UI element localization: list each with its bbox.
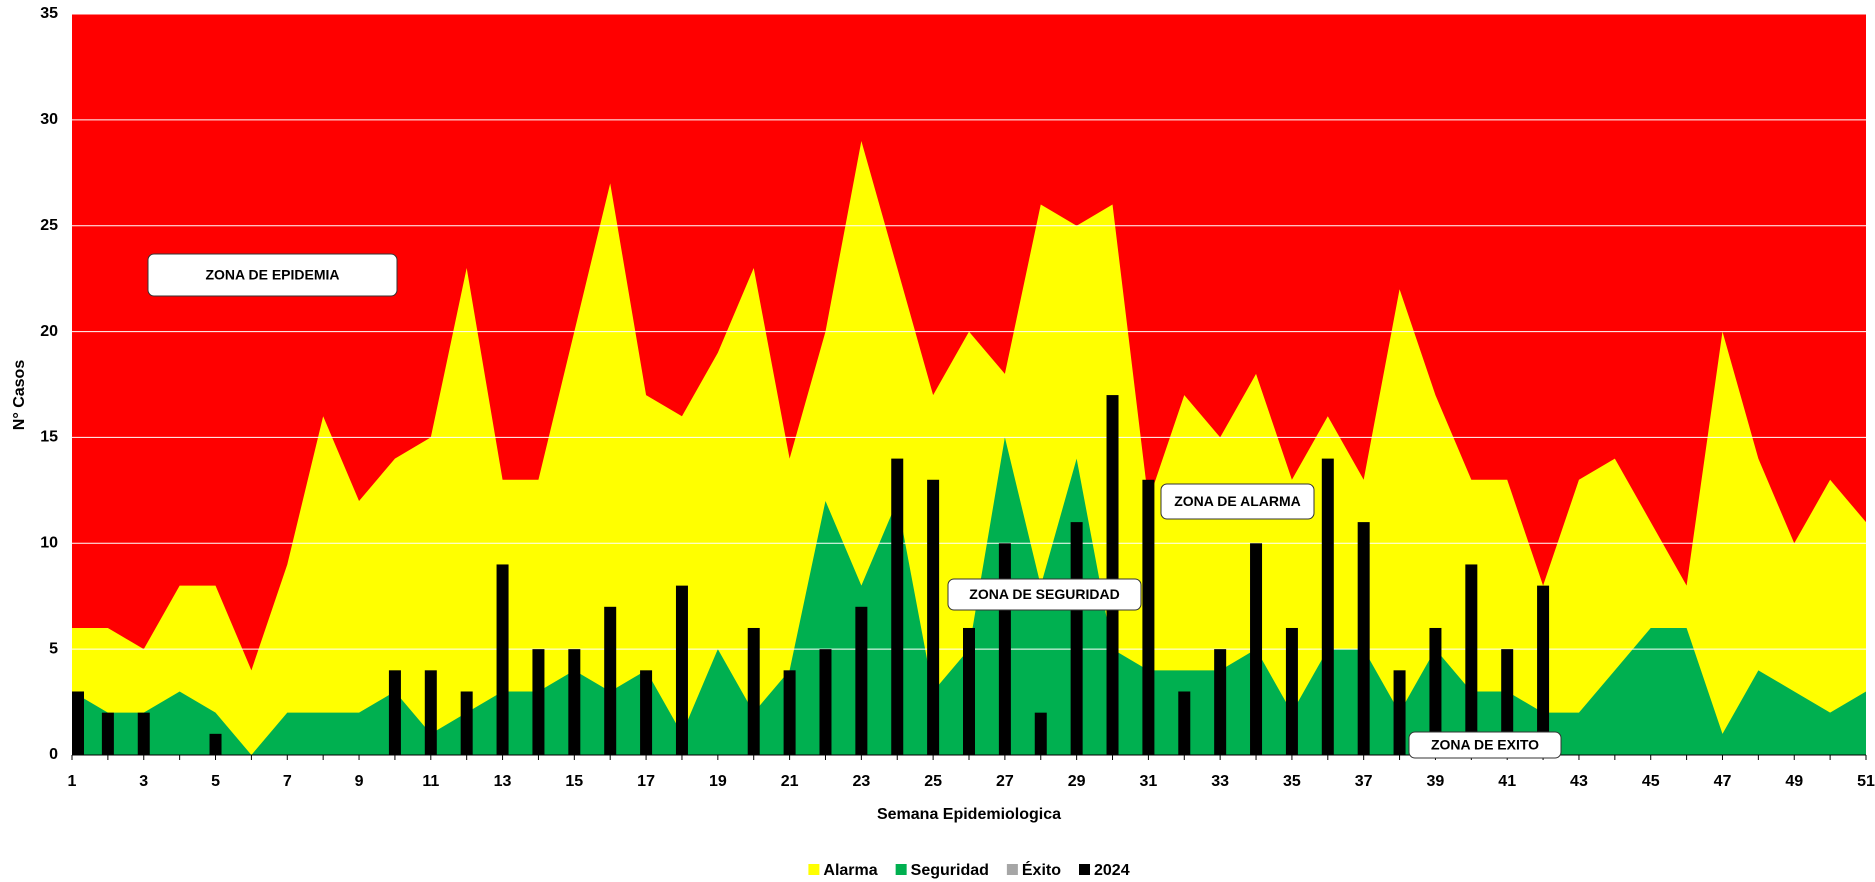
x-tick-label: 43 <box>1570 773 1588 790</box>
y-tick-label: 35 <box>40 5 58 22</box>
y-tick-label: 20 <box>40 323 58 340</box>
legend-swatch <box>1006 864 1018 875</box>
annotation: ZONA DE ALARMA <box>1174 493 1301 509</box>
x-tick-label: 27 <box>996 773 1014 790</box>
bar <box>1501 649 1514 755</box>
bar <box>1465 564 1478 755</box>
x-tick-label: 29 <box>1068 773 1086 790</box>
bar <box>1034 712 1047 755</box>
bar <box>496 564 509 755</box>
bar <box>783 670 796 755</box>
annotation: ZONA DE EXITO <box>1431 737 1539 753</box>
x-tick-label: 19 <box>709 773 727 790</box>
x-tick-label: 45 <box>1642 773 1660 790</box>
bar <box>747 627 760 755</box>
x-tick-label: 1 <box>68 773 77 790</box>
x-tick-label: 5 <box>211 773 220 790</box>
x-tick-label: 49 <box>1785 773 1803 790</box>
x-tick-label: 23 <box>852 773 870 790</box>
annotation-box <box>947 578 1142 611</box>
x-tick-label: 21 <box>781 773 799 790</box>
bar <box>1285 627 1298 755</box>
annotation-box <box>1160 483 1315 520</box>
y-tick-label: 15 <box>40 429 58 446</box>
annotation: ZONA DE SEGURIDAD <box>969 586 1119 602</box>
legend: Alarma Seguridad Éxito 2024 <box>808 860 1130 879</box>
annotation: ZONA DE EPIDEMIA <box>205 267 339 283</box>
x-tick-label: 25 <box>924 773 942 790</box>
bar <box>998 543 1011 755</box>
legend-label: Éxito <box>1022 860 1061 879</box>
bar <box>1070 522 1083 755</box>
bar <box>101 712 114 755</box>
legend-swatch <box>895 864 907 875</box>
bar <box>1142 479 1155 755</box>
bar <box>855 606 868 755</box>
bar <box>963 627 975 755</box>
x-tick-label: 17 <box>637 773 655 790</box>
annotation-box <box>147 253 398 297</box>
x-tick-label: 3 <box>139 773 148 790</box>
y-tick-label: 5 <box>49 640 58 657</box>
legend-label: 2024 <box>1094 862 1130 879</box>
bar <box>604 606 617 755</box>
bar <box>1214 649 1227 755</box>
x-tick-label: 15 <box>565 773 583 790</box>
y-tick-label: 30 <box>40 111 58 128</box>
x-tick-label: 31 <box>1140 773 1158 790</box>
bar <box>137 712 150 755</box>
x-tick-label: 11 <box>422 773 439 790</box>
bar <box>819 649 832 755</box>
legend-swatch <box>808 864 820 875</box>
bar <box>891 458 904 755</box>
x-tick-label: 41 <box>1498 773 1516 790</box>
bar <box>568 649 581 755</box>
legend-label: Alarma <box>823 862 877 879</box>
x-tick-label: 39 <box>1427 773 1445 790</box>
x-tick-label: 7 <box>283 773 292 790</box>
bar <box>209 733 222 755</box>
x-tick-label: 51 <box>1857 773 1875 790</box>
bar <box>640 670 653 755</box>
bar <box>1250 543 1263 755</box>
legend-swatch <box>1079 864 1091 875</box>
bar <box>532 649 545 755</box>
area <box>72 141 1866 755</box>
x-axis-label: Semana Epidemiologica <box>877 806 1061 823</box>
y-tick-label: 25 <box>40 217 58 234</box>
bar <box>1106 395 1119 755</box>
x-tick-label: 9 <box>355 773 364 790</box>
bar <box>1357 522 1370 755</box>
bar <box>72 691 84 755</box>
bar <box>1429 627 1442 755</box>
legend-label: Seguridad <box>911 862 989 879</box>
bar <box>388 670 401 755</box>
bar <box>1393 670 1406 755</box>
bar <box>424 670 437 755</box>
y-tick-label: 10 <box>40 535 58 552</box>
annotation-box <box>1408 731 1562 759</box>
bar <box>1537 585 1550 755</box>
bar <box>1321 458 1334 755</box>
y-axis-label: N° Casos <box>11 360 28 431</box>
bar <box>460 691 473 755</box>
bar <box>675 585 688 755</box>
y-tick-label: 0 <box>49 746 58 763</box>
bar <box>1178 691 1191 755</box>
x-tick-label: 37 <box>1355 773 1373 790</box>
bar <box>927 479 940 755</box>
x-tick-label: 33 <box>1211 773 1229 790</box>
x-tick-label: 35 <box>1283 773 1301 790</box>
x-tick-label: 13 <box>494 773 512 790</box>
x-tick-label: 47 <box>1714 773 1732 790</box>
